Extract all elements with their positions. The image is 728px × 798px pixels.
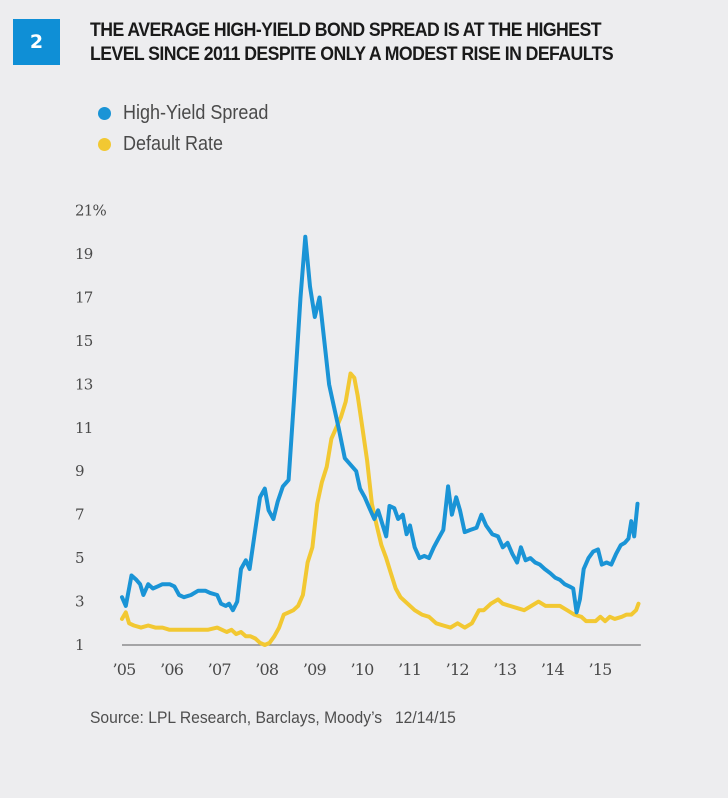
y-tick-label: 3 [75, 593, 84, 611]
x-tick-label: ’07 [208, 660, 232, 679]
source-date: 12/14/15 [394, 708, 456, 727]
legend-label: High-Yield Spread [123, 102, 269, 124]
x-tick-label: ’15 [588, 660, 611, 679]
y-tick-label: 17 [75, 288, 93, 306]
y-tick-label: 1 [75, 636, 84, 654]
y-tick-label: 21% [75, 202, 106, 220]
x-tick-label: ’11 [398, 660, 421, 679]
y-tick-label: 5 [75, 549, 84, 567]
x-axis-ticks: ’05 ’06 ’07 ’08 ’09 ’10 ’11 ’12 ’13 ’14 ’15 [112, 660, 612, 679]
chart-legend: High-Yield Spread Default Rate [98, 98, 285, 160]
x-tick-label: ’14 [541, 660, 565, 679]
figure-number-badge: 2 [13, 19, 60, 65]
source-note: Source: LPL Research, Barclays, Moody’s 1… [90, 708, 456, 728]
x-tick-label: ’10 [350, 660, 374, 679]
chart-title: THE AVERAGE HIGH-YIELD BOND SPREAD IS AT… [90, 19, 676, 67]
x-tick-label: ’13 [493, 660, 516, 679]
x-tick-label: ’08 [255, 660, 279, 679]
y-tick-label: 13 [75, 375, 93, 393]
y-tick-label: 7 [75, 506, 84, 524]
chart-title-line-2: LEVEL SINCE 2011 DESPITE ONLY A MODEST R… [90, 44, 614, 65]
series-line-high-yield-spread [120, 234, 640, 615]
legend-item-high-yield-spread: High-Yield Spread [98, 98, 285, 129]
legend-label: Default Rate [123, 133, 224, 155]
x-tick-label: ’09 [303, 660, 327, 679]
y-tick-label: 11 [75, 419, 93, 437]
legend-dot-icon [98, 107, 111, 120]
y-tick-label: 9 [75, 462, 84, 480]
x-tick-label: ’05 [112, 660, 135, 679]
x-tick-label: ’12 [446, 660, 469, 679]
source-text: Source: LPL Research, Barclays, Moody’s [90, 708, 383, 727]
y-tick-label: 19 [75, 245, 93, 263]
y-tick-label: 15 [75, 332, 93, 350]
series-line-default-rate [120, 371, 641, 647]
chart-title-line-1: THE AVERAGE HIGH-YIELD BOND SPREAD IS AT… [90, 20, 602, 41]
figure-number: 2 [29, 31, 44, 53]
series-lines [120, 234, 641, 647]
legend-item-default-rate: Default Rate [98, 129, 285, 160]
x-tick-label: ’06 [160, 660, 184, 679]
legend-dot-icon [98, 138, 111, 151]
